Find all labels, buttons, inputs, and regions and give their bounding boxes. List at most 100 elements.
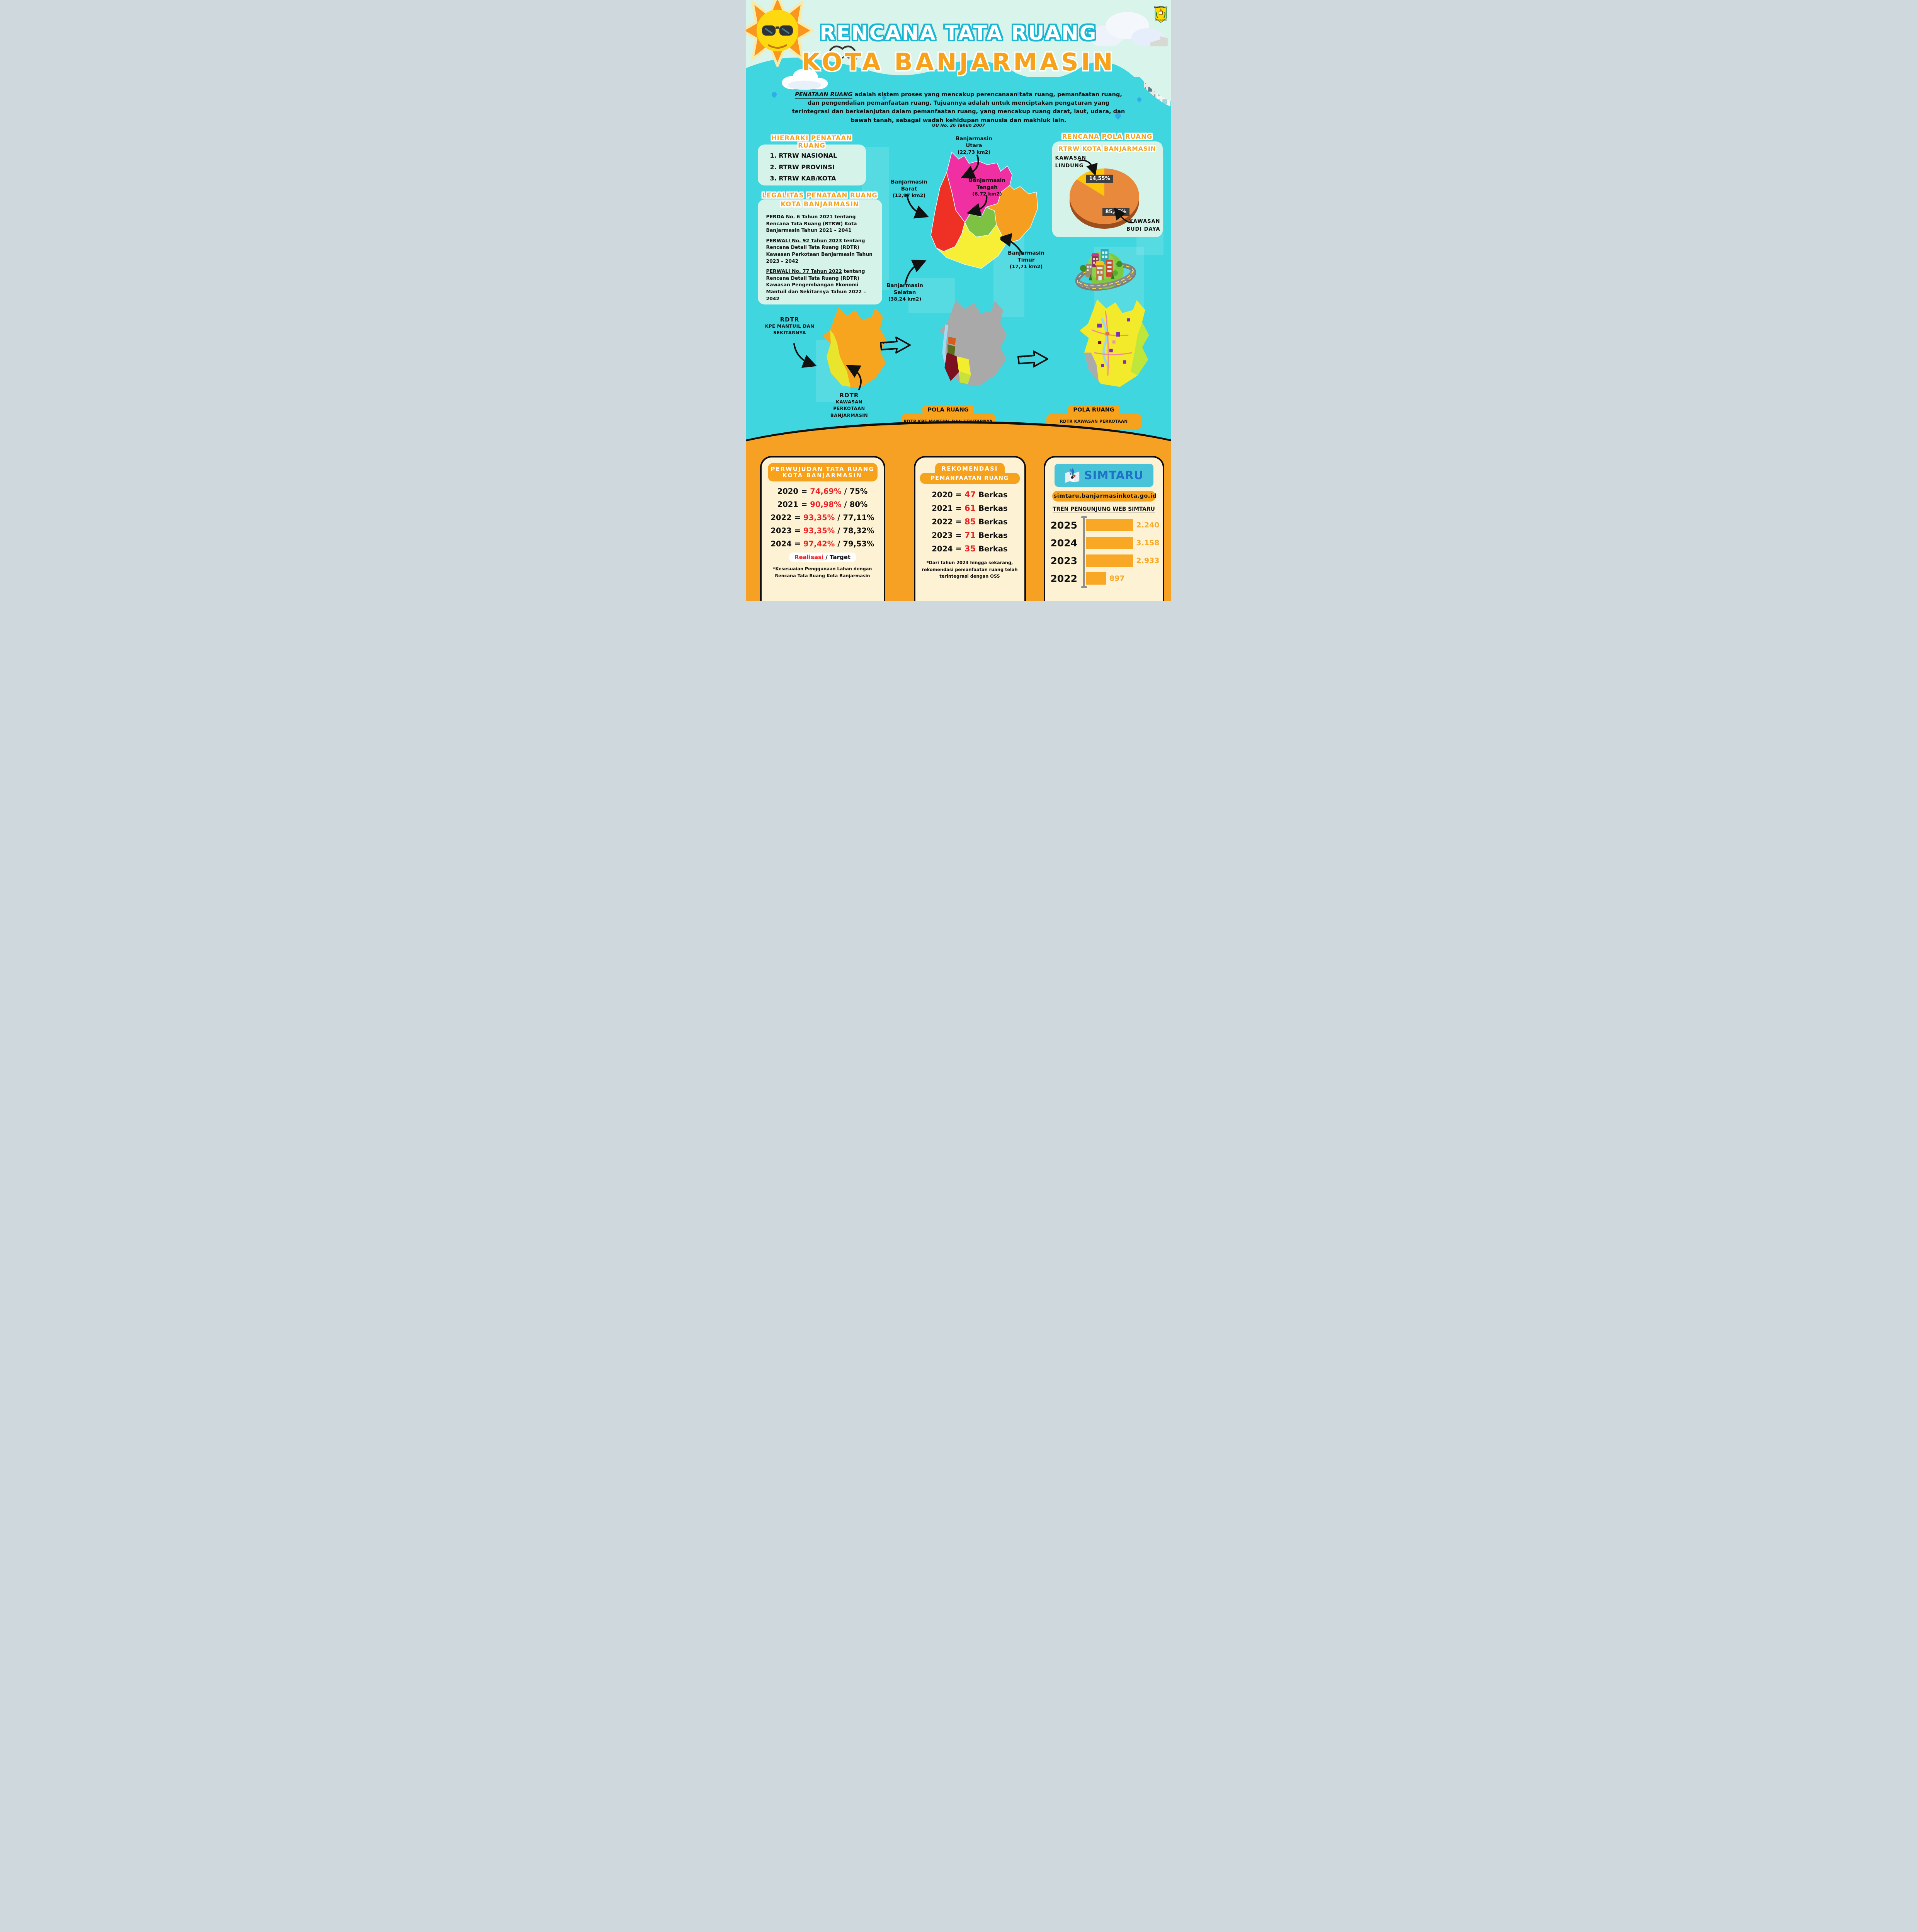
infographic-poster: BANJARMASIN KAYUH BAIMBAI RENCANA TATA R… [746, 0, 1171, 601]
table-row: 2020 = 74,69%/75% [777, 487, 868, 496]
bar-row: 2023 2.933 [1050, 554, 1160, 567]
rekomendasi-rows: 2020 = 47 Berkas 2021 = 61 Berkas 2022 = 85 Berka… [915, 490, 1024, 553]
card-perwujudan-header: PERWUJUDAN TATA RUANG KOTA BANJARMASIN [767, 463, 878, 481]
city-emblem: BANJARMASIN KAYUH BAIMBAI [1154, 5, 1167, 23]
table-row: 2021 = 90,98%/80% [777, 500, 868, 509]
table-row: 2023 = 71 Berkas [932, 531, 1008, 540]
plate1-title: POLA RUANG [922, 405, 974, 415]
hierarki-title: HIERARKI PENATAAN RUANG [771, 134, 852, 149]
simtaru-logo-icon [1065, 468, 1079, 483]
arrow-to-barat [906, 194, 929, 219]
legalitas-box [757, 199, 882, 304]
emblem-motto: KAYUH BAIMBAI [1155, 19, 1166, 21]
arrow-to-mantuil [793, 343, 817, 368]
plate2-title: POLA RUANG [1068, 405, 1120, 415]
sketch-arrow-icon [879, 337, 911, 354]
label-rdtr-mantuil: RDTR KPE MANTUIL DAN SEKITARNYA [765, 316, 815, 336]
label-banjarmasin-selatan: Banjarmasin Selatan (38,24 km2) [886, 282, 923, 302]
label-banjarmasin-utara: Banjarmasin Utara (22,73 km2) [956, 136, 992, 155]
perwujudan-rows: 2020 = 74,69%/75% 2021 = 90,98%/80% 2022 = 93,… [762, 487, 884, 548]
card-rekomendasi-header-top: REKOMENDASI [935, 463, 1005, 473]
rdtr-map [822, 307, 886, 388]
simtaru-logo: SIMTARU [1054, 464, 1153, 487]
arrow-to-tengah [966, 195, 987, 217]
table-row: 2023 = 93,35%/78,32% [771, 526, 874, 535]
intro-paragraph: PENATAAN RUANG adalah sistem proses yang… [789, 90, 1129, 125]
label-banjarmasin-barat: Banjarmasin Barat (12,97 km2) [891, 179, 927, 199]
table-row: 2022 = 85 Berkas [932, 517, 1008, 526]
bird-icon [829, 45, 856, 51]
regulation-desc: tentang Rencana Detail Tata Ruang (RDTR)… [766, 268, 866, 301]
rdtr-mantuil-area [826, 330, 850, 387]
simtaru-bar-chart: 2025 2.240 2024 3.158 2023 2.933 2022 89… [1050, 516, 1160, 588]
table-row: 2021 = 61 Berkas [932, 503, 1008, 513]
skyline-silhouette [908, 278, 955, 313]
district-selatan [936, 221, 1007, 269]
pie-subtitle: RTRW KOTA BANJARMASIN [1058, 145, 1156, 152]
legalitas-list: PERDA No. 6 Tahun 2021 tentang Rencana T… [766, 213, 875, 305]
card-simtaru: SIMTARU simtaru.banjarmasinkota.go.id TR… [1043, 456, 1164, 601]
label-banjarmasin-timur: Banjarmasin Timur (17,71 km2) [1008, 250, 1044, 270]
legend-realisasi-target: Realisasi / Target [762, 553, 884, 562]
regulation-desc: tentang Rencana Detail Tata Ruang (RDTR)… [766, 237, 873, 264]
hierarki-box [757, 145, 866, 185]
legalitas-item: PERWALI No. 77 Tahun 2022 tentang Rencan… [766, 268, 875, 302]
bar-2024 [1085, 537, 1133, 549]
table-row: 2022 = 93,35%/77,11% [771, 513, 874, 522]
table-row: 2020 = 47 Berkas [932, 490, 1008, 499]
legalitas-item: PERDA No. 6 Tahun 2021 tentang Rencana T… [766, 213, 875, 234]
pola-ruang-mantuil-map [938, 300, 1007, 386]
arrow-to-budidaya-slice [1114, 207, 1134, 224]
bar-2025 [1085, 519, 1133, 531]
label-rdtr-perkotaan: RDTR KAWASAN PERKOTAAN BANJARMASIN [830, 392, 868, 418]
arrow-to-perkotaan [845, 365, 862, 390]
hierarki-item: 3. RTRW KAB/KOTA [770, 175, 836, 182]
regulation-name: PERWALI No. 77 Tahun 2022 [766, 268, 842, 274]
poster-title-line1: RENCANA TATA RUANG [820, 22, 1097, 45]
table-row: 2024 = 97,42%/79,53% [771, 539, 874, 548]
simtaru-url-link[interactable]: simtaru.banjarmasinkota.go.id [1052, 491, 1157, 502]
perwujudan-footnote: *Kesesuaian Penggunaan Lahan dengan Renc… [773, 566, 872, 578]
arrow-to-lindung-slice [1078, 160, 1098, 175]
bar-row: 2022 897 [1050, 572, 1125, 585]
legalitas-item: PERWALI No. 92 Tahun 2023 tentang Rencan… [766, 237, 875, 264]
cloud-icon [1088, 12, 1164, 47]
globe-city-illustration [1075, 249, 1136, 291]
rekomendasi-footnote: *Dari tahun 2023 hingga sekarang, rekome… [922, 560, 1018, 579]
card-rekomendasi-header-bottom: PEMANFAATAN RUANG [920, 473, 1020, 484]
intro-lead: PENATAAN RUANG [795, 91, 853, 99]
card-perwujudan: PERWUJUDAN TATA RUANG KOTA BANJARMASIN 2… [760, 456, 885, 601]
regulation-name: PERWALI No. 92 Tahun 2023 [766, 237, 842, 243]
arrow-to-utara [960, 155, 979, 179]
hierarki-list: 1. RTRW NASIONAL 2. RTRW PROVINSI 3. RTR… [770, 150, 837, 184]
arrow-to-selatan [904, 260, 927, 284]
sketch-arrow-icon [1017, 350, 1048, 367]
cloud-icon [781, 68, 828, 90]
legalitas-title-line2: KOTA BANJARMASIN [781, 201, 859, 208]
pie-value-lindung: 14,55% [1086, 175, 1113, 183]
pie-section-title: RENCANA POLA RUANG [1062, 133, 1153, 140]
bar-2022 [1085, 572, 1106, 585]
water-wave [746, 46, 1171, 147]
label-kawasan-lindung: KAWASAN LINDUNG [1055, 155, 1087, 169]
card-rekomendasi: REKOMENDASI PEMANFAATAN RUANG 2020 = 47 Ber… [913, 456, 1026, 601]
sun-icon [746, 0, 814, 67]
chart-axis [1081, 516, 1087, 588]
hierarki-item: 2. RTRW PROVINSI [770, 163, 835, 171]
regulation-desc: tentang Rencana Tata Ruang (RTRW) Kota B… [766, 214, 857, 233]
simtaru-chart-title: TREN PENGUNJUNG WEB SIMTARU [1053, 506, 1155, 512]
legalitas-title-line1: LEGALITAS PENATAAN RUANG [762, 192, 878, 199]
regulation-name: PERDA No. 6 Tahun 2021 [766, 214, 833, 219]
hierarki-item: 1. RTRW NASIONAL [770, 152, 837, 159]
intro-text: adalah sistem proses yang mencakup peren… [792, 91, 1125, 124]
intro-source: UU No. 26 Tahun 2007 [932, 123, 985, 128]
emblem-text: BANJARMASIN [1154, 6, 1167, 9]
arrow-to-timur [1000, 233, 1024, 255]
bird-icon [840, 56, 857, 60]
bar-row: 2024 3.158 [1050, 537, 1160, 549]
label-kawasan-budidaya: KAWASAN BUDI DAYA [1126, 219, 1160, 232]
label-banjarmasin-tengah: Banjarmasin Tengah (6,72 km2) [969, 177, 1005, 197]
poster-title-line2: KOTA BANJARMASIN [801, 48, 1116, 76]
bar-row: 2025 2.240 [1050, 519, 1160, 531]
bar-2023 [1085, 554, 1133, 567]
